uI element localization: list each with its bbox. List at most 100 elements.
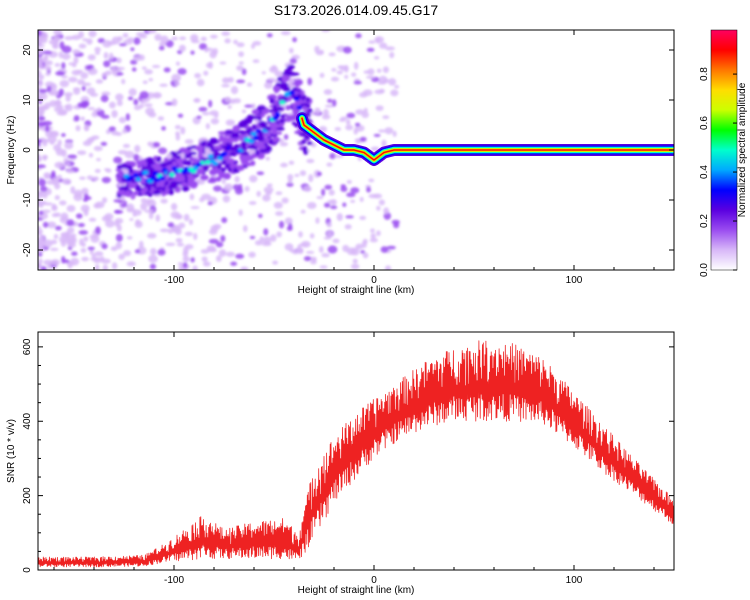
noise-blob <box>369 237 378 243</box>
spectrogram-xtick-label: 100 <box>566 275 583 286</box>
spread-blob <box>276 127 285 131</box>
noise-blob <box>299 170 307 176</box>
noise-blob <box>42 50 53 55</box>
spread-blob <box>240 156 245 163</box>
ridge-blob <box>123 173 130 179</box>
noise-blob <box>78 31 85 39</box>
noise-blob <box>366 47 375 52</box>
noise-blob <box>319 265 328 269</box>
noise-blob <box>141 66 147 70</box>
spread-blob <box>295 99 301 105</box>
snr-frame <box>37 331 675 571</box>
spread-blob <box>187 173 194 178</box>
spectrogram-marks <box>38 30 674 270</box>
noise-blob <box>271 65 277 71</box>
spread-blob <box>188 151 197 155</box>
noise-blob <box>38 57 45 64</box>
noise-blob <box>115 233 123 242</box>
noise-blob <box>190 257 195 263</box>
noise-blob <box>266 183 273 187</box>
noise-blob <box>118 116 127 124</box>
ridge-blob <box>135 177 142 182</box>
noise-blob <box>171 36 178 41</box>
noise-blob <box>215 241 224 248</box>
noise-blob <box>184 139 194 145</box>
noise-blob <box>147 141 153 147</box>
spread-blob <box>123 168 129 175</box>
noise-blob <box>65 162 71 166</box>
noise-blob <box>337 65 344 69</box>
noise-blob <box>133 153 140 161</box>
ridge-blob <box>212 161 219 166</box>
noise-blob <box>252 59 260 63</box>
noise-blob <box>78 43 87 49</box>
noise-blob <box>133 98 139 106</box>
noise-blob <box>283 134 289 140</box>
noise-blob <box>73 189 83 198</box>
spread-blob <box>303 150 309 155</box>
noise-blob <box>375 105 384 111</box>
noise-blob <box>241 267 247 270</box>
noise-blob <box>232 184 241 191</box>
noise-blob <box>368 40 376 44</box>
spread-blob <box>281 82 289 88</box>
spread-blob <box>189 156 195 162</box>
noise-blob <box>95 226 101 235</box>
colorbar-label: Normalized spectral amplitude <box>737 82 748 217</box>
noise-blob <box>221 31 231 36</box>
noise-blob <box>221 217 228 224</box>
noise-blob <box>55 99 61 108</box>
snr-ytick-label: 0 <box>22 567 33 573</box>
noise-blob <box>330 199 337 206</box>
noise-blob <box>101 72 108 77</box>
noise-blob <box>327 98 333 103</box>
noise-blob <box>297 247 304 255</box>
noise-blob <box>381 139 387 148</box>
noise-blob <box>64 104 70 110</box>
noise-blob <box>206 245 216 252</box>
noise-blob <box>133 105 142 111</box>
noise-blob <box>328 189 335 196</box>
noise-blob <box>384 265 392 270</box>
spread-blob <box>306 141 313 146</box>
noise-blob <box>121 78 126 85</box>
noise-blob <box>373 193 383 199</box>
noise-blob <box>72 221 79 227</box>
noise-blob <box>326 222 332 228</box>
noise-blob <box>323 202 331 208</box>
spread-blob <box>278 118 286 124</box>
noise-blob <box>163 67 171 73</box>
noise-blob <box>280 162 288 168</box>
ridge-blob <box>260 123 267 128</box>
noise-blob <box>382 66 389 74</box>
noise-blob <box>67 226 75 234</box>
noise-blob <box>331 99 337 107</box>
noise-blob <box>203 47 214 52</box>
ridge-blob <box>293 96 300 101</box>
noise-blob <box>43 259 53 266</box>
colorbar-frame <box>710 29 738 271</box>
noise-blob <box>88 217 97 222</box>
noise-blob <box>329 152 336 160</box>
noise-blob <box>63 92 73 97</box>
noise-blob <box>80 204 90 213</box>
noise-blob <box>214 113 219 118</box>
noise-blob <box>61 149 67 158</box>
noise-blob <box>40 266 47 270</box>
spread-blob <box>276 131 282 135</box>
noise-blob <box>155 214 161 222</box>
noise-blob <box>174 124 181 130</box>
noise-blob <box>324 184 333 190</box>
noise-blob <box>133 37 141 45</box>
noise-blob <box>90 235 100 243</box>
noise-blob <box>77 150 87 156</box>
noise-blob <box>393 222 400 229</box>
noise-blob <box>198 106 208 112</box>
noise-blob <box>213 223 222 230</box>
ridge-blob <box>121 177 127 182</box>
ridge-blob <box>142 170 149 175</box>
noise-blob <box>152 93 161 98</box>
noise-blob <box>392 130 397 138</box>
noise-blob <box>53 144 62 152</box>
spread-blob <box>134 190 139 196</box>
